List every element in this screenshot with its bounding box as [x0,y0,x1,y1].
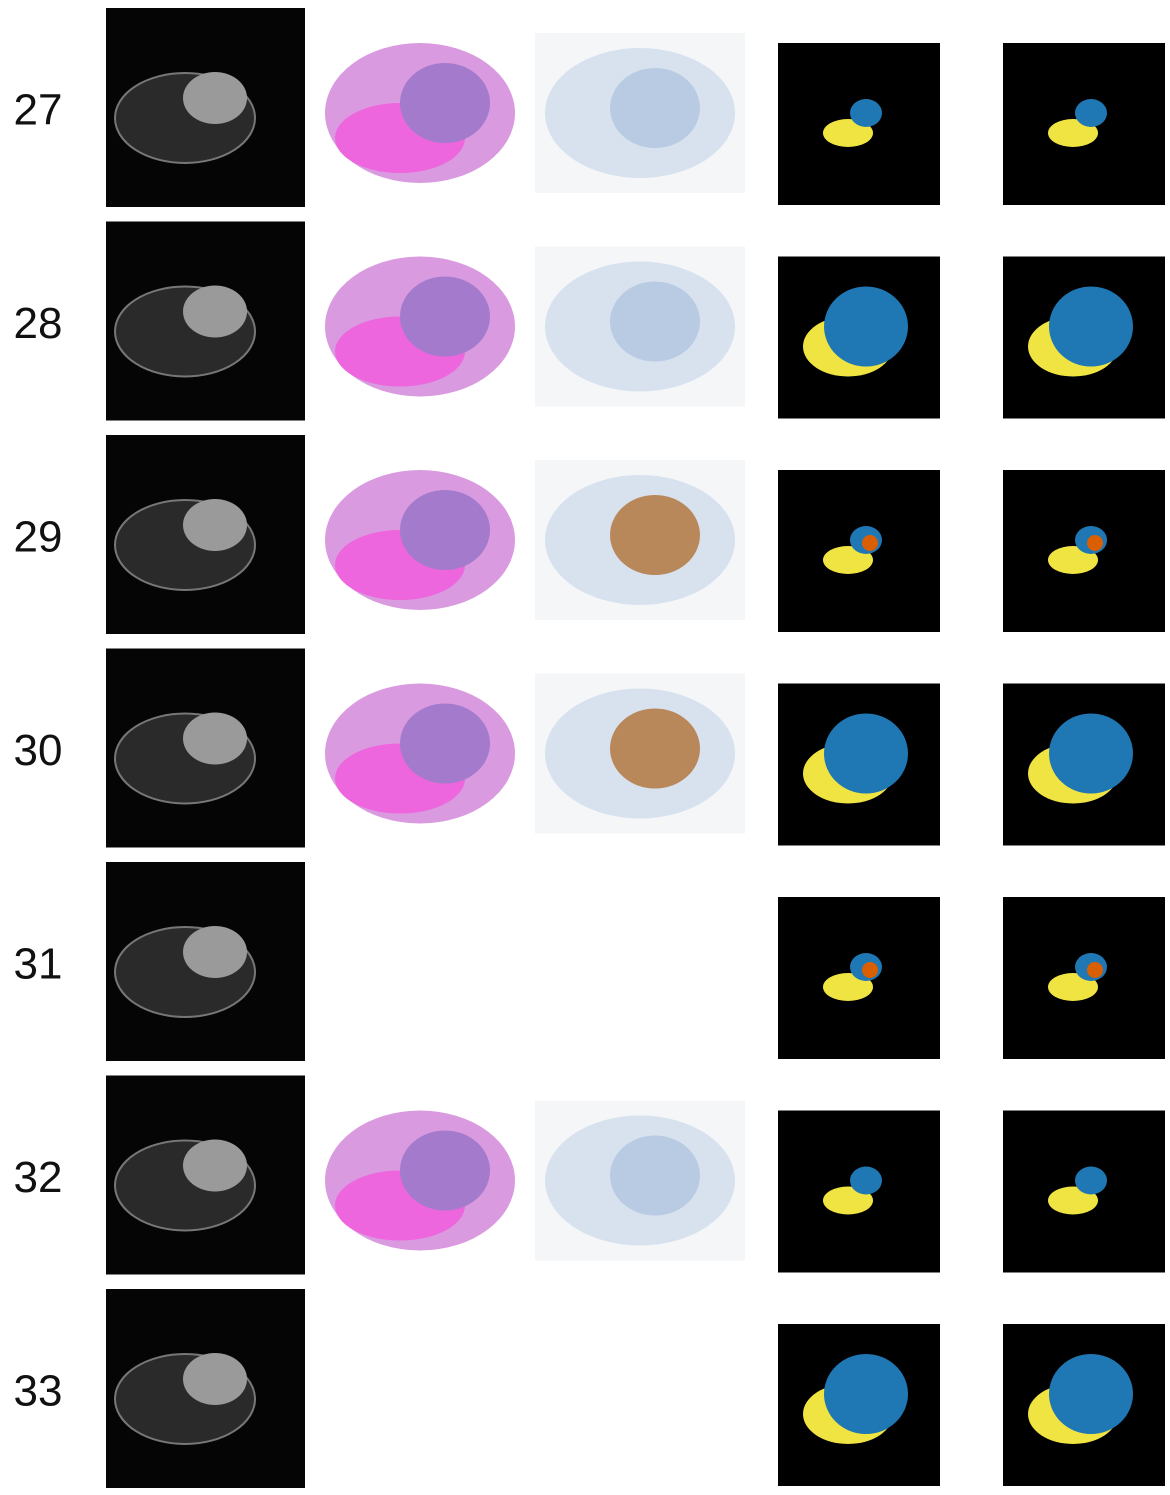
mri-tumor [183,72,247,124]
segmentation-image [1003,684,1165,846]
segmentation-image [778,43,940,205]
he-tumor [400,63,490,143]
mri-image [106,1076,305,1275]
mri-tumor [183,926,247,978]
row-label: 30 [14,726,63,775]
ihc-image [535,1101,745,1261]
mri-image [106,222,305,421]
segmentation-image [1003,1324,1165,1486]
mri-image [106,8,305,207]
ihc-tumor [610,709,700,789]
mri-image [106,1289,305,1488]
ihc-image [535,247,745,407]
mri-image [106,649,305,848]
segmentation-blue [850,99,882,127]
mri-tumor [183,286,247,338]
segmentation-orange [862,535,878,551]
he-tumor [400,704,490,784]
row-label: 32 [14,1153,63,1202]
mri-image [106,435,305,634]
row-label: 33 [14,1367,63,1416]
ihc-tumor [610,68,700,148]
segmentation-orange [1087,535,1103,551]
mri-tumor [183,1353,247,1405]
ihc-image [535,33,745,193]
ihc-image [535,460,745,620]
segmentation-blue [1049,287,1133,367]
he-tumor [400,1131,490,1211]
ihc-tumor [610,1136,700,1216]
he-tumor [400,490,490,570]
segmentation-image [778,1324,940,1486]
segmentation-image [778,684,940,846]
he-image [325,470,515,610]
ihc-tumor [610,282,700,362]
segmentation-image [778,1111,940,1273]
mri-image [106,862,305,1061]
segmentation-image [778,897,940,1059]
mri-tumor [183,713,247,765]
segmentation-blue [1049,714,1133,794]
row-label: 28 [14,299,63,348]
he-image [325,684,515,824]
segmentation-blue [824,714,908,794]
figure: 27 28 29 30 31 32 33 [0,0,1170,1495]
he-image [325,43,515,183]
segmentation-blue [1075,99,1107,127]
he-tumor [400,277,490,357]
row-label: 29 [14,513,63,562]
mri-tumor [183,1140,247,1192]
segmentation-image [778,257,940,419]
segmentation-image [1003,897,1165,1059]
row-label: 31 [14,940,63,989]
mri-tumor [183,499,247,551]
segmentation-image [1003,1111,1165,1273]
he-image [325,1111,515,1251]
segmentation-blue [850,1167,882,1195]
segmentation-blue [824,1354,908,1434]
he-image [325,257,515,397]
ihc-tumor [610,495,700,575]
segmentation-blue [1049,1354,1133,1434]
row-label: 27 [14,86,63,135]
segmentation-image [1003,43,1165,205]
segmentation-blue [824,287,908,367]
segmentation-orange [862,962,878,978]
segmentation-image [1003,257,1165,419]
segmentation-image [1003,470,1165,632]
segmentation-orange [1087,962,1103,978]
segmentation-blue [1075,1167,1107,1195]
ihc-image [535,674,745,834]
segmentation-image [778,470,940,632]
